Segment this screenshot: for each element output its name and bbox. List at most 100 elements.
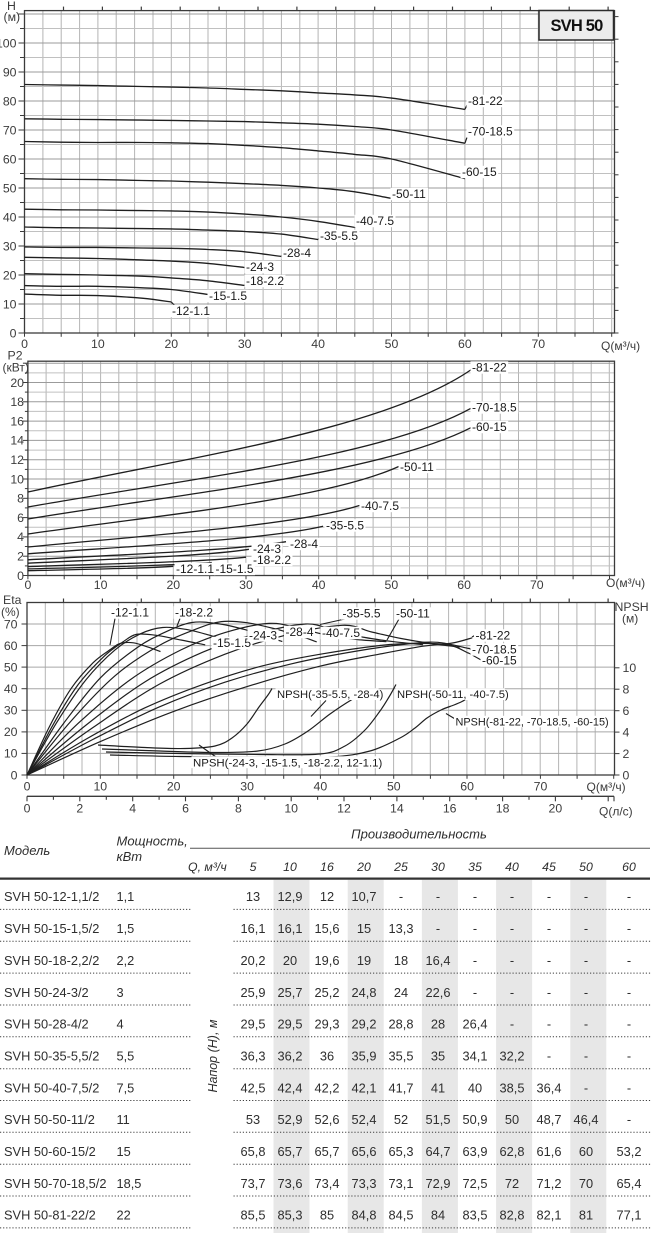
svg-text:13: 13 bbox=[246, 889, 260, 904]
svg-text:20,2: 20,2 bbox=[241, 953, 266, 968]
svg-text:28,8: 28,8 bbox=[389, 1017, 414, 1032]
svg-text:65,6: 65,6 bbox=[352, 1144, 377, 1159]
svg-text:73,4: 73,4 bbox=[315, 1176, 340, 1191]
svg-text:50: 50 bbox=[505, 1112, 519, 1127]
svg-text:85,3: 85,3 bbox=[278, 1208, 303, 1223]
svg-text:-35-5.5: -35-5.5 bbox=[326, 519, 364, 533]
svg-text:60: 60 bbox=[460, 780, 474, 794]
svg-text:-: - bbox=[584, 953, 588, 968]
svg-text:-: - bbox=[627, 985, 631, 1000]
svg-text:Q(л/с): Q(л/с) bbox=[599, 805, 633, 819]
svg-text:14: 14 bbox=[10, 434, 24, 448]
svg-text:71,2: 71,2 bbox=[537, 1176, 562, 1191]
svg-text:42,5: 42,5 bbox=[241, 1080, 266, 1095]
svg-text:26,4: 26,4 bbox=[463, 1017, 488, 1032]
svg-text:-: - bbox=[627, 1017, 631, 1032]
svg-text:-15-1.5: -15-1.5 bbox=[209, 289, 247, 303]
svg-text:51,5: 51,5 bbox=[426, 1112, 451, 1127]
svg-text:-: - bbox=[547, 1017, 551, 1032]
svg-text:-: - bbox=[627, 889, 631, 904]
svg-text:35: 35 bbox=[431, 1049, 445, 1064]
svg-text:20: 20 bbox=[549, 802, 563, 816]
svg-text:-24-3: -24-3 bbox=[246, 260, 274, 274]
svg-text:-12-1.1: -12-1.1 bbox=[172, 304, 210, 318]
svg-text:16,1: 16,1 bbox=[278, 921, 303, 936]
svg-text:52,6: 52,6 bbox=[315, 1112, 340, 1127]
svg-text:82,8: 82,8 bbox=[500, 1208, 525, 1223]
svg-text:10: 10 bbox=[94, 578, 108, 592]
svg-text:-40-7.5: -40-7.5 bbox=[322, 626, 360, 640]
svg-text:-18-2.2: -18-2.2 bbox=[246, 274, 284, 288]
svg-text:25,2: 25,2 bbox=[315, 985, 340, 1000]
svg-text:Q(м³/ч): Q(м³/ч) bbox=[601, 339, 640, 353]
svg-text:22: 22 bbox=[117, 1208, 131, 1223]
svg-text:30: 30 bbox=[240, 780, 254, 794]
svg-text:-: - bbox=[510, 921, 514, 936]
svg-text:10: 10 bbox=[91, 337, 105, 351]
svg-text:-: - bbox=[627, 921, 631, 936]
svg-text:70: 70 bbox=[579, 1176, 593, 1191]
svg-text:60: 60 bbox=[4, 639, 18, 653]
svg-text:81: 81 bbox=[579, 1208, 593, 1223]
svg-text:-: - bbox=[627, 1112, 631, 1127]
svg-text:60: 60 bbox=[622, 860, 636, 874]
svg-text:20: 20 bbox=[4, 725, 18, 739]
svg-text:36,2: 36,2 bbox=[278, 1049, 303, 1064]
svg-text:12: 12 bbox=[10, 453, 24, 467]
svg-text:29,2: 29,2 bbox=[352, 1017, 377, 1032]
svg-text:5: 5 bbox=[250, 860, 257, 874]
svg-text:18,5: 18,5 bbox=[117, 1176, 142, 1191]
svg-text:84,8: 84,8 bbox=[352, 1208, 377, 1223]
svg-text:H: H bbox=[7, 0, 16, 13]
svg-text:84,5: 84,5 bbox=[389, 1208, 414, 1223]
svg-text:2: 2 bbox=[17, 550, 24, 564]
svg-text:Производительность: Производительность bbox=[351, 827, 487, 842]
svg-text:61,6: 61,6 bbox=[537, 1144, 562, 1159]
svg-text:0: 0 bbox=[11, 768, 18, 782]
svg-text:-12-1.1: -12-1.1 bbox=[111, 606, 149, 620]
svg-text:-70-18.5: -70-18.5 bbox=[472, 643, 517, 657]
svg-text:12,9: 12,9 bbox=[278, 889, 303, 904]
svg-text:73,3: 73,3 bbox=[352, 1176, 377, 1191]
svg-text:25,9: 25,9 bbox=[241, 985, 266, 1000]
svg-text:60: 60 bbox=[579, 1144, 593, 1159]
svg-text:-: - bbox=[547, 953, 551, 968]
svg-text:32,2: 32,2 bbox=[500, 1049, 525, 1064]
svg-text:77,1: 77,1 bbox=[617, 1208, 642, 1223]
svg-text:Q(м³/ч): Q(м³/ч) bbox=[587, 780, 626, 794]
svg-text:1,1: 1,1 bbox=[117, 889, 135, 904]
svg-text:30: 30 bbox=[238, 337, 252, 351]
svg-text:41: 41 bbox=[431, 1080, 445, 1095]
svg-text:24,8: 24,8 bbox=[352, 985, 377, 1000]
svg-text:10: 10 bbox=[10, 472, 24, 486]
svg-text:NPSH(-24-3, -15-1.5, -18-2.2,: NPSH(-24-3, -15-1.5, -18-2.2, 12-1.1) bbox=[193, 757, 382, 769]
svg-text:-70-18.5: -70-18.5 bbox=[472, 401, 517, 415]
svg-text:70: 70 bbox=[530, 578, 544, 592]
svg-text:-28-4: -28-4 bbox=[286, 625, 314, 639]
svg-text:70: 70 bbox=[534, 780, 548, 794]
svg-text:35,5: 35,5 bbox=[389, 1049, 414, 1064]
svg-text:16,4: 16,4 bbox=[426, 953, 451, 968]
svg-text:82,1: 82,1 bbox=[537, 1208, 562, 1223]
svg-text:-28-4: -28-4 bbox=[290, 537, 318, 551]
svg-text:29,3: 29,3 bbox=[315, 1017, 340, 1032]
svg-text:-: - bbox=[547, 889, 551, 904]
svg-text:SVH 50-60-15/2: SVH 50-60-15/2 bbox=[4, 1144, 96, 1159]
svg-text:-18-2.2: -18-2.2 bbox=[175, 606, 213, 620]
svg-text:36: 36 bbox=[320, 1049, 334, 1064]
svg-text:SVH 50-40-7,5/2: SVH 50-40-7,5/2 bbox=[4, 1080, 99, 1095]
svg-text:19,6: 19,6 bbox=[315, 953, 340, 968]
svg-text:60: 60 bbox=[3, 152, 17, 166]
svg-text:20: 20 bbox=[283, 953, 297, 968]
svg-text:2: 2 bbox=[76, 802, 83, 816]
svg-text:50,9: 50,9 bbox=[463, 1112, 488, 1127]
svg-text:35,9: 35,9 bbox=[352, 1049, 377, 1064]
svg-text:-: - bbox=[547, 921, 551, 936]
svg-text:73,1: 73,1 bbox=[389, 1176, 414, 1191]
svg-text:16: 16 bbox=[320, 860, 334, 874]
svg-text:SVH 50-12-1,1/2: SVH 50-12-1,1/2 bbox=[4, 889, 99, 904]
svg-text:-60-15: -60-15 bbox=[472, 420, 507, 434]
svg-text:62,8: 62,8 bbox=[500, 1144, 525, 1159]
svg-text:24: 24 bbox=[394, 985, 408, 1000]
svg-text:-15-1.5: -15-1.5 bbox=[216, 562, 254, 576]
